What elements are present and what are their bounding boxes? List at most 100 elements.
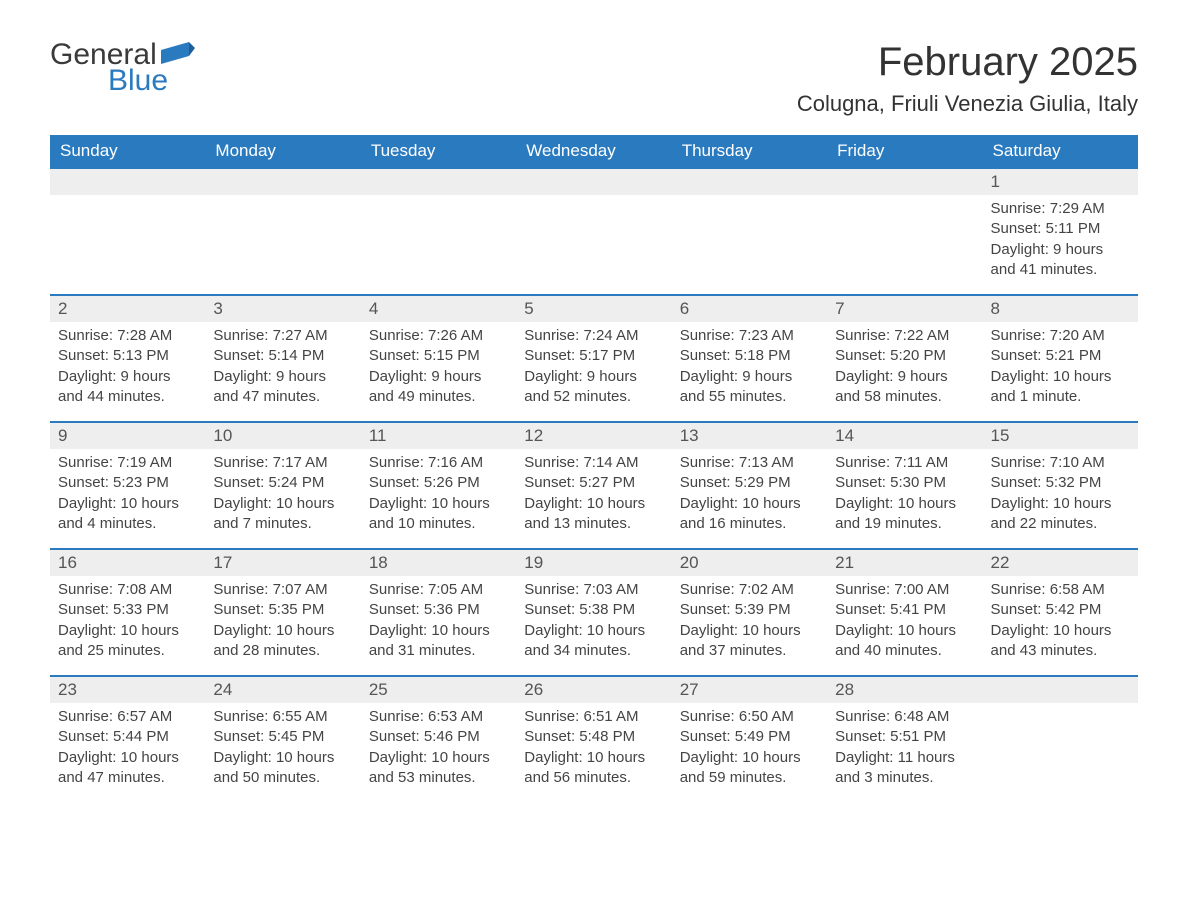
daylight-line: Daylight: 9 hours and 55 minutes. <box>680 367 819 408</box>
day-number: 27 <box>672 677 827 703</box>
sunset-line: Sunset: 5:39 PM <box>680 600 819 620</box>
day-cell-content: Sunrise: 7:17 AMSunset: 5:24 PMDaylight:… <box>205 449 360 549</box>
day-cell-content: Sunrise: 7:10 AMSunset: 5:32 PMDaylight:… <box>983 449 1138 549</box>
day-number: 26 <box>516 677 671 703</box>
sunrise-line: Sunrise: 6:50 AM <box>680 707 819 727</box>
day-cell-content: Sunrise: 6:58 AMSunset: 5:42 PMDaylight:… <box>983 576 1138 676</box>
day-number: 11 <box>361 423 516 449</box>
day-number: 14 <box>827 423 982 449</box>
sunrise-line: Sunrise: 6:53 AM <box>369 707 508 727</box>
sunrise-line: Sunrise: 7:13 AM <box>680 453 819 473</box>
sunrise-line: Sunrise: 7:02 AM <box>680 580 819 600</box>
sunrise-line: Sunrise: 6:57 AM <box>58 707 197 727</box>
day-number: 1 <box>983 169 1138 195</box>
sunrise-line: Sunrise: 7:28 AM <box>58 326 197 346</box>
day-cell-content: Sunrise: 7:28 AMSunset: 5:13 PMDaylight:… <box>50 322 205 422</box>
sunset-line: Sunset: 5:21 PM <box>991 346 1130 366</box>
day-details: Sunrise: 7:10 AMSunset: 5:32 PMDaylight:… <box>983 449 1138 548</box>
day-cell-number: 20 <box>672 549 827 576</box>
daylight-line: Daylight: 10 hours and 56 minutes. <box>524 748 663 789</box>
day-details: Sunrise: 7:24 AMSunset: 5:17 PMDaylight:… <box>516 322 671 421</box>
day-number <box>516 169 671 195</box>
daylight-line: Daylight: 10 hours and 59 minutes. <box>680 748 819 789</box>
day-details: Sunrise: 6:58 AMSunset: 5:42 PMDaylight:… <box>983 576 1138 675</box>
sunrise-line: Sunrise: 7:08 AM <box>58 580 197 600</box>
day-cell-number: 22 <box>983 549 1138 576</box>
day-cell-content <box>50 195 205 295</box>
sunrise-line: Sunrise: 7:17 AM <box>213 453 352 473</box>
daylight-line: Daylight: 10 hours and 47 minutes. <box>58 748 197 789</box>
sunset-line: Sunset: 5:48 PM <box>524 727 663 747</box>
daylight-line: Daylight: 10 hours and 10 minutes. <box>369 494 508 535</box>
day-cell-content: Sunrise: 6:53 AMSunset: 5:46 PMDaylight:… <box>361 703 516 802</box>
day-cell-number <box>50 168 205 195</box>
daylight-line: Daylight: 10 hours and 19 minutes. <box>835 494 974 535</box>
day-details: Sunrise: 6:55 AMSunset: 5:45 PMDaylight:… <box>205 703 360 802</box>
day-details: Sunrise: 6:51 AMSunset: 5:48 PMDaylight:… <box>516 703 671 802</box>
sunset-line: Sunset: 5:38 PM <box>524 600 663 620</box>
day-cell-content: Sunrise: 7:23 AMSunset: 5:18 PMDaylight:… <box>672 322 827 422</box>
sunrise-line: Sunrise: 6:51 AM <box>524 707 663 727</box>
sunset-line: Sunset: 5:36 PM <box>369 600 508 620</box>
day-cell-number: 3 <box>205 295 360 322</box>
day-cell-content: Sunrise: 6:55 AMSunset: 5:45 PMDaylight:… <box>205 703 360 802</box>
day-number: 8 <box>983 296 1138 322</box>
day-header: Monday <box>205 135 360 168</box>
day-cell-number: 16 <box>50 549 205 576</box>
day-number: 20 <box>672 550 827 576</box>
daylight-line: Daylight: 10 hours and 40 minutes. <box>835 621 974 662</box>
sunrise-line: Sunrise: 7:26 AM <box>369 326 508 346</box>
day-number: 17 <box>205 550 360 576</box>
month-title: February 2025 <box>797 40 1138 85</box>
sunset-line: Sunset: 5:29 PM <box>680 473 819 493</box>
daylight-line: Daylight: 9 hours and 52 minutes. <box>524 367 663 408</box>
day-cell-number: 13 <box>672 422 827 449</box>
day-number: 3 <box>205 296 360 322</box>
day-details: Sunrise: 7:19 AMSunset: 5:23 PMDaylight:… <box>50 449 205 548</box>
day-cell-number <box>516 168 671 195</box>
day-cell-number: 25 <box>361 676 516 703</box>
day-header: Saturday <box>983 135 1138 168</box>
sunset-line: Sunset: 5:18 PM <box>680 346 819 366</box>
day-cell-number <box>983 676 1138 703</box>
sunrise-line: Sunrise: 7:23 AM <box>680 326 819 346</box>
sunset-line: Sunset: 5:24 PM <box>213 473 352 493</box>
sunrise-line: Sunrise: 7:03 AM <box>524 580 663 600</box>
daylight-line: Daylight: 10 hours and 37 minutes. <box>680 621 819 662</box>
day-cell-content: Sunrise: 7:14 AMSunset: 5:27 PMDaylight:… <box>516 449 671 549</box>
sunrise-line: Sunrise: 7:19 AM <box>58 453 197 473</box>
sunset-line: Sunset: 5:41 PM <box>835 600 974 620</box>
day-cell-content: Sunrise: 7:22 AMSunset: 5:20 PMDaylight:… <box>827 322 982 422</box>
day-number: 10 <box>205 423 360 449</box>
sunset-line: Sunset: 5:11 PM <box>991 219 1130 239</box>
sunset-line: Sunset: 5:27 PM <box>524 473 663 493</box>
day-details: Sunrise: 7:14 AMSunset: 5:27 PMDaylight:… <box>516 449 671 548</box>
day-number: 22 <box>983 550 1138 576</box>
day-header: Thursday <box>672 135 827 168</box>
day-number: 25 <box>361 677 516 703</box>
day-details: Sunrise: 7:03 AMSunset: 5:38 PMDaylight:… <box>516 576 671 675</box>
day-cell-number <box>827 168 982 195</box>
day-details: Sunrise: 7:28 AMSunset: 5:13 PMDaylight:… <box>50 322 205 421</box>
sunrise-line: Sunrise: 6:55 AM <box>213 707 352 727</box>
sunrise-line: Sunrise: 7:10 AM <box>991 453 1130 473</box>
day-number: 24 <box>205 677 360 703</box>
day-number: 21 <box>827 550 982 576</box>
day-details: Sunrise: 7:11 AMSunset: 5:30 PMDaylight:… <box>827 449 982 548</box>
day-cell-number: 18 <box>361 549 516 576</box>
day-details: Sunrise: 6:53 AMSunset: 5:46 PMDaylight:… <box>361 703 516 802</box>
day-cell-content: Sunrise: 7:05 AMSunset: 5:36 PMDaylight:… <box>361 576 516 676</box>
day-cell-number <box>205 168 360 195</box>
sunrise-line: Sunrise: 6:48 AM <box>835 707 974 727</box>
day-number: 15 <box>983 423 1138 449</box>
day-details: Sunrise: 7:17 AMSunset: 5:24 PMDaylight:… <box>205 449 360 548</box>
day-cell-number: 9 <box>50 422 205 449</box>
logo-text-blue: Blue <box>108 66 195 96</box>
day-cell-content: Sunrise: 7:07 AMSunset: 5:35 PMDaylight:… <box>205 576 360 676</box>
daylight-line: Daylight: 10 hours and 16 minutes. <box>680 494 819 535</box>
day-number: 9 <box>50 423 205 449</box>
daylight-line: Daylight: 10 hours and 53 minutes. <box>369 748 508 789</box>
day-cell-number <box>672 168 827 195</box>
day-number <box>361 169 516 195</box>
day-cell-number: 12 <box>516 422 671 449</box>
